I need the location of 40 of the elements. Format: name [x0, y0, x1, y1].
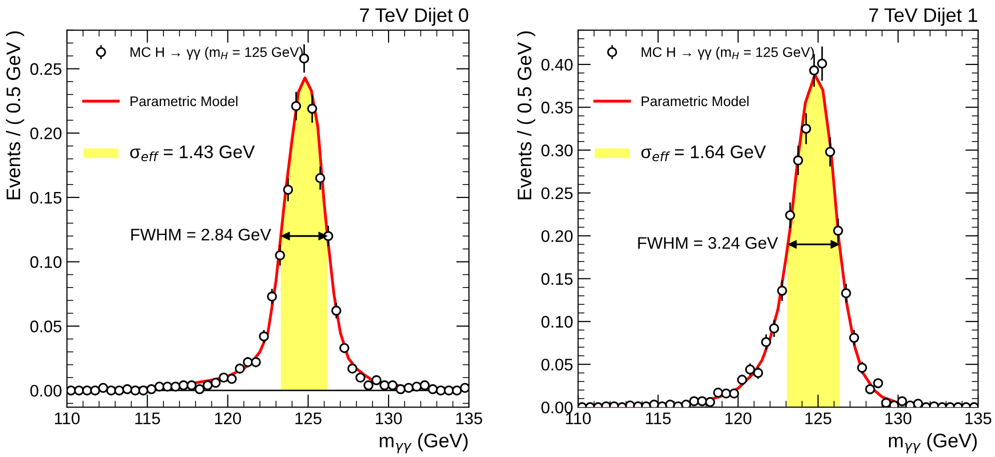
annotation: FWHM = 2.84 GeV [131, 228, 272, 241]
x-tick-label: 130 [885, 412, 912, 424]
y-tick-label: 0.10 [541, 316, 573, 328]
legend-label: MC H → γγ (m$_{H}$ = 125 GeV) [642, 46, 814, 60]
y-tick-label: 0.20 [541, 230, 573, 242]
x-tick-label: 110 [566, 412, 591, 424]
x-tick-label: 120 [215, 412, 242, 424]
legend-label: σ$_{eff}$ = 1.43 GeV [130, 146, 255, 162]
y-axis-title: Events / ( 0.5 GeV ) [6, 31, 24, 200]
legend-label: Parametric Model [642, 96, 748, 106]
y-tick-label: 0.35 [541, 102, 573, 114]
chart-title: 7 TeV Dijet 1 [869, 8, 978, 26]
x-axis-title: m$_{γγ}$ (GeV) [888, 433, 977, 454]
x-tick-label: 135 [456, 412, 482, 424]
y-tick-label: 0.05 [541, 358, 573, 371]
x-axis-title: m$_{γγ}$ (GeV) [380, 433, 468, 454]
x-tick-label: 115 [646, 412, 671, 424]
y-tick-label: 0.25 [30, 63, 62, 75]
legend-label: σ$_{eff}$ = 1.64 GeV [641, 146, 766, 162]
y-tick-label: 0.15 [541, 273, 573, 285]
x-tick-label: 135 [965, 412, 992, 424]
x-tick-label: 115 [135, 412, 160, 424]
y-tick-label: 0.25 [541, 187, 573, 200]
y-tick-label: 0.00 [30, 384, 62, 397]
y-tick-label: 0.30 [541, 144, 573, 156]
x-tick-label: 130 [376, 412, 402, 424]
y-tick-label: 0.15 [30, 192, 62, 204]
y-tick-label: 0.40 [541, 58, 573, 71]
y-tick-label: 0.10 [30, 256, 62, 268]
y-axis-title: Events / ( 0.5 GeV ) [517, 31, 536, 200]
y-tick-label: 0.00 [541, 402, 573, 414]
chart-title: 7 TeV Dijet 0 [360, 8, 468, 26]
x-tick-label: 110 [54, 412, 80, 424]
annotation: FWHM = 3.24 GeV [638, 237, 778, 249]
legend-label: Parametric Model [130, 96, 238, 106]
y-tick-label: 0.20 [30, 128, 62, 140]
y-tick-label: 0.05 [30, 320, 62, 332]
x-tick-label: 125 [296, 412, 322, 424]
x-tick-label: 120 [725, 412, 752, 424]
x-tick-label: 125 [805, 412, 832, 424]
